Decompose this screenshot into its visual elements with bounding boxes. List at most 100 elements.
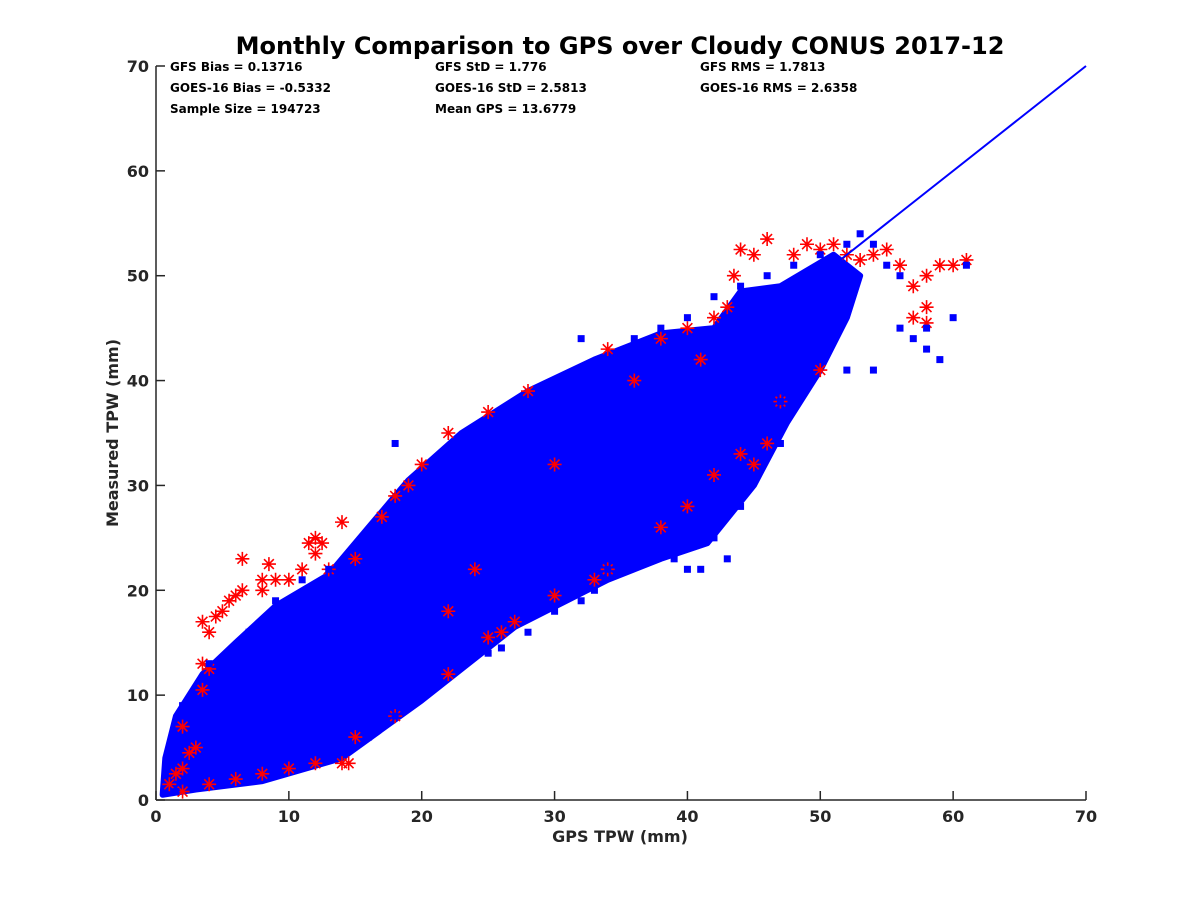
red-asterisk-point [481, 630, 496, 645]
x-tick-label: 40 [676, 807, 698, 826]
blue-square-point [564, 513, 572, 521]
blue-square-point [471, 576, 479, 584]
blue-square-point [325, 565, 333, 573]
blue-square-point [883, 261, 891, 269]
red-asterisk-point [893, 258, 907, 273]
red-asterisk-point [507, 614, 522, 629]
blue-square-point [444, 639, 452, 647]
red-asterisk-point [315, 536, 330, 551]
red-asterisk-point [195, 656, 210, 671]
blue-square-point [590, 481, 598, 489]
red-asterisk-point [268, 572, 283, 587]
blue-square-point [604, 565, 612, 573]
blue-square-point [630, 335, 638, 343]
blue-square-point [856, 230, 864, 238]
blue-square-point [351, 544, 359, 552]
red-asterisk-point [866, 247, 881, 262]
chart-title: Monthly Comparison to GPS over Cloudy CO… [236, 32, 1005, 60]
blue-square-series [172, 230, 970, 796]
red-asterisk-point [281, 572, 296, 587]
red-asterisk-point [919, 268, 934, 283]
red-asterisk-point [587, 572, 602, 587]
red-asterisk-point [726, 268, 741, 283]
blue-square-point [497, 408, 505, 416]
stat-annotation: Mean GPS = 13.6779 [435, 102, 576, 116]
blue-square-point [404, 660, 412, 668]
blue-square-point [590, 586, 598, 594]
x-tick-label: 50 [809, 807, 831, 826]
y-tick-label: 20 [127, 581, 149, 600]
blue-square-point [949, 314, 957, 322]
blue-square-point [869, 240, 877, 248]
blue-square-point [843, 240, 851, 248]
red-asterisk-point [374, 509, 389, 524]
red-asterisk-point [653, 520, 668, 535]
blue-square-point [790, 377, 798, 385]
blue-square-point [192, 783, 200, 791]
blue-square-point [551, 607, 559, 615]
red-asterisk-point [348, 730, 363, 745]
red-asterisk-point [906, 279, 921, 294]
stat-annotation: GOES-16 RMS = 2.6358 [700, 81, 857, 95]
blue-square-point [577, 597, 585, 605]
red-asterisk-point [693, 352, 708, 367]
blue-square-point [670, 429, 678, 437]
red-asterisk-point [308, 530, 323, 545]
y-tick-label: 60 [127, 162, 149, 181]
blue-square-point [325, 754, 333, 762]
red-asterisk-point [281, 761, 296, 776]
fit-line-layer [524, 65, 1087, 510]
blue-square-point [617, 502, 625, 510]
red-asterisk-point [208, 609, 223, 624]
blue-square-point [232, 723, 240, 731]
blue-square-point [311, 639, 319, 647]
red-asterisk-point [653, 331, 668, 346]
red-asterisk-point [906, 310, 921, 325]
red-asterisk-point [235, 583, 250, 598]
blue-square-point [351, 618, 359, 626]
blue-square-point [484, 649, 492, 657]
blue-square-point [378, 523, 386, 531]
red-asterisk-point [786, 247, 801, 262]
blue-square-point [683, 314, 691, 322]
blue-square-point [298, 576, 306, 584]
y-axis-label: Measured TPW (mm) [103, 339, 122, 527]
blue-square-point [843, 366, 851, 374]
blue-square-point [896, 272, 904, 280]
red-asterisk-point [707, 310, 721, 325]
fit-line [524, 65, 1087, 510]
stat-annotation: GFS Bias = 0.13716 [170, 60, 302, 74]
red-asterisk-point [760, 232, 775, 247]
x-axis-ticks: 0 10 20 30 40 50 60 70 [150, 791, 1097, 826]
x-tick-label: 70 [1075, 807, 1097, 826]
red-asterisk-point [800, 237, 814, 252]
red-asterisk-point [919, 300, 934, 315]
blue-square-point [869, 366, 877, 374]
blue-square-point [617, 555, 625, 563]
blue-square-point [776, 398, 784, 406]
blue-square-point [909, 335, 917, 343]
red-asterisk-point [494, 625, 509, 640]
blue-square-point [218, 780, 226, 788]
blue-square-point [418, 471, 426, 479]
blue-square-point [272, 597, 280, 605]
red-asterisk-point [760, 436, 775, 451]
red-asterisk-point [521, 384, 535, 399]
point-density-area [159, 251, 864, 798]
red-asterisk-point [746, 457, 761, 472]
blue-square-point [391, 712, 399, 720]
red-asterisk-point [301, 536, 316, 551]
red-asterisk-point [547, 457, 562, 472]
red-asterisk-point [195, 682, 210, 697]
blue-square-point [258, 702, 266, 710]
red-asterisk-point [813, 242, 828, 257]
blue-square-point [391, 439, 399, 447]
blue-square-point [683, 565, 691, 573]
red-asterisk-point [215, 604, 230, 619]
red-asterisk-point [195, 614, 210, 629]
red-asterisk-point [261, 557, 276, 572]
red-asterisk-point [255, 766, 270, 781]
blue-square-point [511, 534, 519, 542]
